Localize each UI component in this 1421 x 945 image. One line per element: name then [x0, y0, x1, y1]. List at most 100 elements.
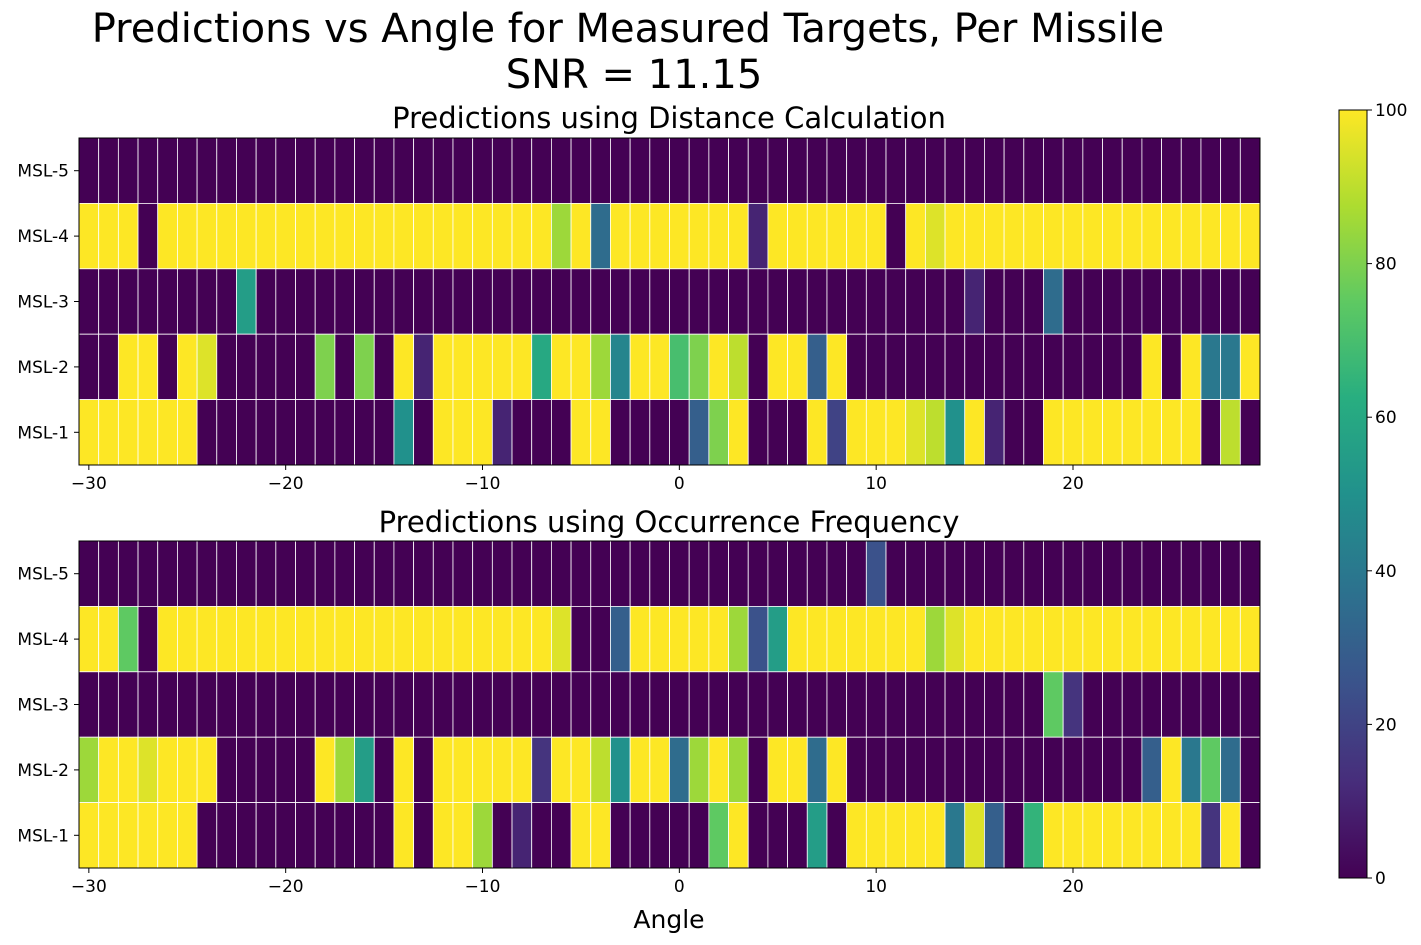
heatmap-cell [1200, 399, 1222, 466]
heatmap-cell [924, 202, 946, 270]
heatmap-cell [531, 333, 552, 401]
heatmap-cell [590, 802, 611, 869]
heatmap-cell [1200, 606, 1222, 673]
heatmap-cell [787, 268, 808, 335]
heatmap-cell [236, 268, 257, 335]
heatmap-cell [551, 802, 572, 869]
heatmap-cell [767, 736, 788, 804]
heatmap-cell [905, 268, 926, 335]
heatmap-cell [924, 333, 946, 401]
heatmap-cell [1161, 333, 1182, 401]
heatmap-cell [984, 606, 1005, 673]
heatmap-cell [1220, 540, 1241, 607]
heatmap-cell [787, 202, 808, 270]
heatmap-cell [787, 540, 808, 607]
heatmap-cell [216, 802, 237, 869]
heatmap-cell [452, 671, 474, 738]
heatmap-cell [905, 736, 926, 804]
heatmap-cell [295, 671, 316, 738]
heatmap-cell [984, 802, 1005, 869]
heatmap-cell [295, 606, 316, 673]
heatmap-cell [924, 540, 946, 607]
heatmap-cell [1023, 802, 1044, 869]
heatmap-cell [787, 736, 808, 804]
heatmap-cell [1141, 202, 1162, 270]
heatmap-cell [944, 202, 966, 270]
heatmap-cell [177, 540, 198, 607]
heatmap-cell [1220, 202, 1241, 270]
heatmap-cell [826, 137, 848, 204]
heatmap-cell [511, 802, 533, 869]
heatmap-cell [295, 202, 316, 270]
x-axis-label: Angle [633, 905, 704, 934]
heatmap-cell [373, 268, 395, 335]
heatmap-cell [275, 333, 296, 401]
heatmap-cell [767, 268, 788, 335]
heatmap-cell [334, 540, 355, 607]
heatmap-cell [1220, 802, 1241, 869]
heatmap-cell [393, 399, 415, 466]
heatmap-cell [905, 202, 926, 270]
heatmap-cell [964, 736, 985, 804]
heatmap-cell [944, 268, 966, 335]
heatmap-cell [747, 540, 769, 607]
heatmap-cell [78, 202, 100, 270]
heatmap-cell [551, 202, 572, 270]
y-tick-label: MSL-3 [17, 696, 69, 716]
heatmap-cell [747, 606, 769, 673]
heatmap-cell [1082, 268, 1103, 335]
heatmap-cell [452, 333, 474, 401]
heatmap-cell [1161, 137, 1182, 204]
heatmap-cell [944, 333, 966, 401]
heatmap-cell [747, 333, 769, 401]
heatmap-cell [767, 333, 788, 401]
heatmap-cell [1239, 671, 1261, 738]
heatmap-cell [1200, 137, 1222, 204]
heatmap-cell [570, 540, 592, 607]
heatmap-cell [767, 137, 788, 204]
heatmap-cell [157, 137, 178, 204]
heatmap-cell [216, 736, 237, 804]
heatmap-cell [1121, 802, 1143, 869]
heatmap-cell [216, 606, 237, 673]
heatmap-cell [1023, 736, 1044, 804]
heatmap-cell [295, 399, 316, 466]
heatmap-cell [255, 802, 277, 869]
heatmap-cell [295, 137, 316, 204]
heatmap-cell [1062, 268, 1084, 335]
heatmap-cell [452, 802, 474, 869]
heatmap-cell [826, 671, 848, 738]
heatmap-cell [924, 736, 946, 804]
heatmap-cell [984, 333, 1005, 401]
heatmap-cell [413, 671, 434, 738]
heatmap-cell [373, 540, 395, 607]
heatmap-cell [1082, 671, 1103, 738]
heatmap-cell [610, 399, 631, 466]
heatmap-cell [531, 606, 552, 673]
heatmap-cell [728, 606, 749, 673]
heatmap-cell [413, 736, 434, 804]
heatmap-cell [393, 333, 415, 401]
heatmap-cell [1141, 671, 1162, 738]
heatmap-cell [373, 399, 395, 466]
heatmap-cell [452, 736, 474, 804]
heatmap-cell [924, 399, 946, 466]
heatmap-cell [984, 268, 1005, 335]
heatmap-cell [1082, 606, 1103, 673]
heatmap-cell [1239, 399, 1261, 466]
heatmap-cell [1141, 333, 1162, 401]
x-tick-label: 10 [865, 877, 887, 897]
heatmap-cell [767, 540, 788, 607]
heatmap-cell [708, 333, 729, 401]
heatmap-cell [806, 540, 828, 607]
heatmap-cell [137, 802, 159, 869]
heatmap-cell [432, 399, 454, 466]
heatmap-cell [1239, 268, 1261, 335]
heatmap-cell [373, 333, 395, 401]
heatmap-cell [767, 399, 788, 466]
heatmap-cell [688, 736, 710, 804]
heatmap-cell [944, 540, 966, 607]
heatmap-cell [452, 268, 474, 335]
x-tick-label: −20 [268, 877, 304, 897]
heatmap-cell [216, 268, 237, 335]
